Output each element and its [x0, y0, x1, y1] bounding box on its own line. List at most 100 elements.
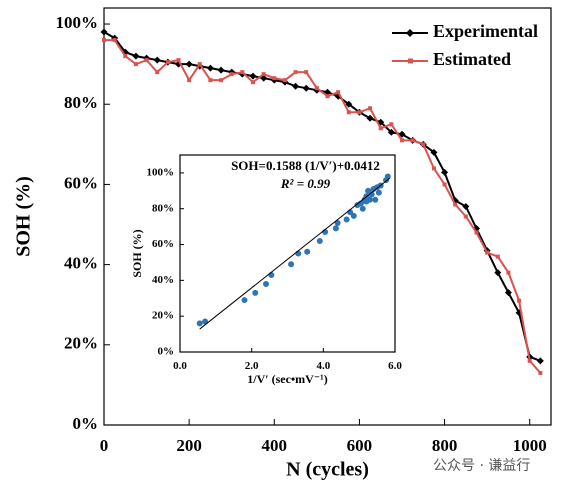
point	[229, 72, 234, 77]
point	[375, 189, 382, 196]
y-tick-label: 0%	[158, 346, 175, 358]
point	[187, 78, 192, 83]
point	[251, 80, 255, 85]
point	[304, 70, 309, 75]
legend-marker	[408, 58, 413, 64]
point	[474, 230, 479, 235]
y-tick-label: 40%	[64, 254, 98, 273]
x-tick-label: 1000	[513, 436, 547, 455]
point	[197, 62, 202, 67]
point	[494, 269, 502, 277]
point	[345, 100, 353, 108]
point	[336, 90, 341, 95]
point	[485, 250, 490, 255]
x-axis-label: 1/V′ (sec•mV⁻¹)	[247, 372, 327, 386]
point	[292, 82, 300, 90]
point	[208, 78, 213, 83]
y-axis-label: SOH (%)	[13, 176, 35, 257]
point	[176, 58, 181, 63]
point	[325, 94, 330, 99]
point	[410, 138, 415, 143]
y-tick-label: 100%	[147, 166, 175, 178]
y-tick-label: 80%	[64, 93, 98, 112]
x-tick-label: 4.0	[316, 360, 330, 372]
point	[288, 261, 295, 268]
x-tick-label: 6.0	[388, 360, 402, 372]
watermark: 公众号 · 谦益行	[433, 458, 530, 474]
point	[421, 142, 426, 147]
y-tick-label: 40%	[152, 274, 174, 286]
x-tick-label: 0	[100, 436, 109, 455]
point	[366, 196, 373, 203]
point	[387, 128, 395, 136]
point	[144, 58, 149, 63]
point	[316, 237, 323, 244]
point	[441, 168, 449, 176]
annotation: SOH=0.1588 (1/V′)+0.0412	[231, 158, 380, 173]
point	[112, 38, 117, 43]
point	[517, 298, 522, 303]
legend-label: Experimental	[433, 21, 538, 41]
point	[350, 212, 357, 219]
point	[462, 202, 470, 210]
point	[241, 297, 248, 304]
point	[165, 60, 170, 65]
y-tick-label: 60%	[64, 173, 98, 192]
point	[206, 64, 214, 72]
point	[400, 138, 404, 143]
annotation: R² = 0.99	[280, 176, 331, 191]
point	[384, 173, 391, 180]
point	[536, 357, 544, 365]
point	[282, 78, 287, 83]
y-tick-label: 60%	[152, 238, 174, 250]
point	[219, 78, 224, 83]
y-tick-label: 20%	[152, 310, 174, 322]
point	[527, 358, 532, 363]
point	[261, 72, 266, 77]
legend-marker	[406, 29, 414, 37]
point	[368, 191, 375, 198]
point	[366, 114, 374, 122]
x-tick-label: 400	[262, 436, 288, 455]
y-tick-label: 100%	[56, 13, 99, 32]
point	[378, 126, 383, 131]
point	[368, 106, 373, 111]
point	[304, 248, 311, 255]
point	[431, 166, 436, 171]
point	[463, 214, 468, 219]
point	[506, 270, 511, 275]
point	[196, 320, 203, 327]
point	[268, 271, 275, 278]
point	[372, 196, 379, 203]
point	[263, 280, 269, 287]
fit-line	[199, 177, 390, 330]
point	[357, 110, 362, 115]
y-tick-label: 0%	[73, 414, 99, 433]
point	[185, 60, 193, 68]
legend-label: Estimated	[433, 49, 511, 69]
point	[217, 66, 225, 74]
point	[272, 76, 277, 81]
point	[453, 202, 458, 207]
x-tick-label: 200	[176, 436, 202, 455]
point	[314, 86, 319, 91]
point	[153, 56, 161, 64]
point	[249, 72, 257, 80]
point	[332, 225, 339, 232]
point	[343, 216, 350, 223]
point	[240, 70, 245, 75]
point	[442, 182, 447, 187]
point	[495, 254, 500, 259]
x-tick-label: 800	[432, 436, 458, 455]
y-axis-label: SOH (%)	[130, 229, 144, 277]
x-tick-label: 600	[347, 436, 373, 455]
point	[430, 148, 438, 156]
point	[123, 54, 128, 59]
point	[346, 110, 351, 115]
point	[155, 70, 160, 75]
y-tick-label: 20%	[64, 334, 98, 353]
point	[133, 62, 138, 67]
point	[389, 122, 394, 127]
x-tick-label: 2.0	[245, 360, 259, 372]
